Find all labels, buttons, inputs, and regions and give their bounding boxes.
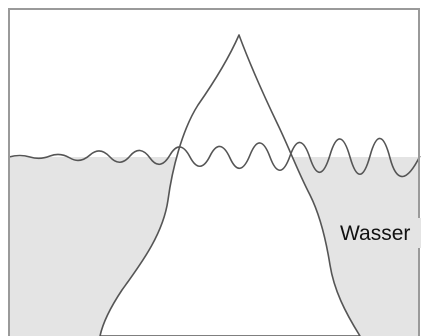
water-label: Wasser [340, 222, 410, 245]
iceberg-illustration: Wasser [0, 0, 421, 336]
page: {"labels": {"water": "Wasser"}} Wasser (… [0, 0, 421, 336]
